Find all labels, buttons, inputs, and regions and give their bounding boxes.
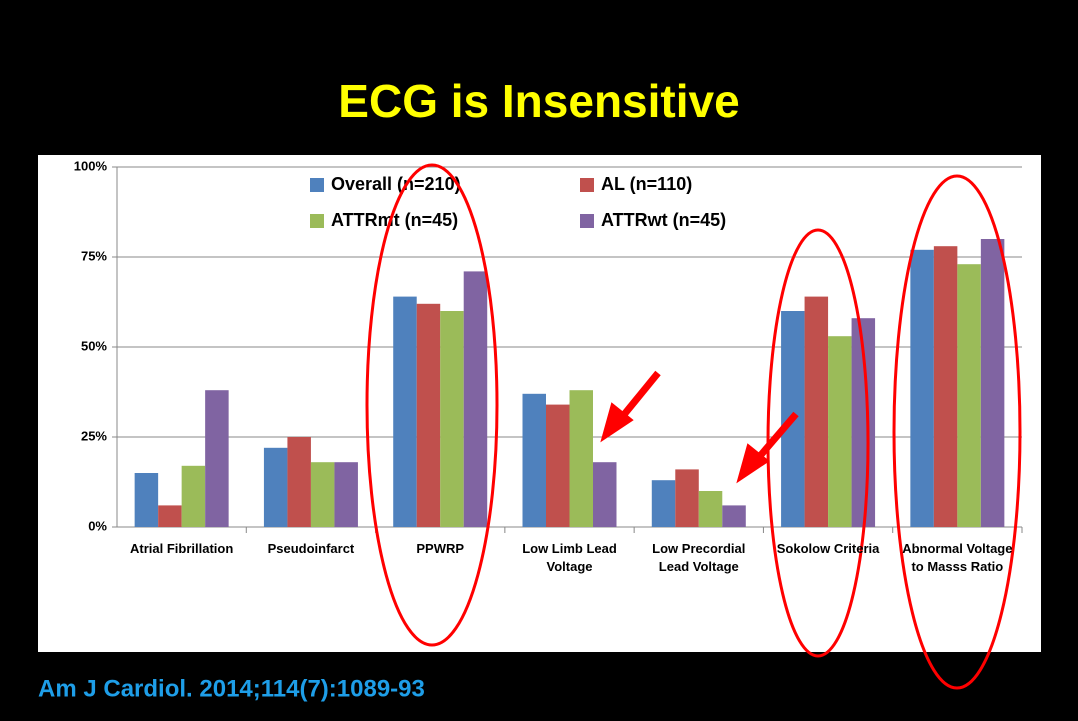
bar (393, 296, 417, 527)
legend-label: AL (n=110) (601, 174, 692, 194)
legend-swatch (310, 214, 324, 228)
bar (263, 447, 288, 527)
highlight-ellipse (365, 163, 499, 647)
bar (957, 264, 981, 527)
bar (310, 462, 335, 527)
bar (675, 469, 699, 527)
bar (334, 462, 358, 527)
bar (722, 505, 746, 527)
legend-label: ATTRmt (n=45) (331, 210, 458, 230)
x-tick-label: Low Limb Lead Voltage (522, 541, 617, 574)
bar (851, 318, 876, 527)
bar (440, 311, 464, 527)
bar (980, 239, 1005, 527)
x-tick-label: Atrial Fibrillation (129, 541, 234, 556)
x-tick-label: Sokolow Criteria (776, 541, 880, 556)
bar (287, 437, 311, 527)
bar (804, 296, 829, 527)
x-tick-label: Low Precordial Lead Voltage (652, 541, 746, 574)
y-tick-label: 25% (81, 428, 107, 443)
arrows (600, 370, 799, 484)
bar (522, 393, 546, 527)
bar (569, 390, 593, 527)
x-tick-label: Pseudoinfarct (267, 541, 355, 556)
bar (205, 390, 229, 527)
y-tick-label: 75% (81, 248, 107, 263)
bar (463, 271, 488, 527)
x-tick-label: PPWRP (416, 541, 465, 556)
y-tick-label: 0% (88, 518, 107, 533)
bar (593, 462, 617, 527)
plot: 0% 25% 50% 75% 100% Overall (n=210) AL (n=110)… (74, 158, 1023, 533)
chart-title: ECG is Insensitive (338, 75, 739, 127)
bar (910, 249, 934, 528)
arrowhead (736, 443, 770, 484)
bar (828, 336, 852, 527)
arrowhead (600, 402, 634, 443)
y-tick-label: 50% (81, 338, 107, 353)
source: Am J Cardiol. 2014;114(7):1089-93 (38, 675, 425, 702)
bar (698, 491, 723, 527)
bar (933, 246, 958, 527)
legend-swatch (310, 178, 324, 192)
bar (416, 303, 441, 527)
bar (546, 404, 570, 527)
x-tick-label: Abnormal Voltage to Masss Ratio (902, 541, 1013, 574)
y-tick-label: 100% (74, 158, 108, 173)
bar (134, 473, 159, 527)
legend-swatch (580, 214, 594, 228)
bar (181, 465, 206, 527)
legend-label: ATTRwt (n=45) (601, 210, 726, 230)
bar (158, 505, 182, 527)
highlight-ellipse (892, 174, 1022, 690)
legend-label: Overall (n=210) (331, 174, 461, 194)
legend-swatch (580, 178, 594, 192)
bar (651, 480, 676, 527)
